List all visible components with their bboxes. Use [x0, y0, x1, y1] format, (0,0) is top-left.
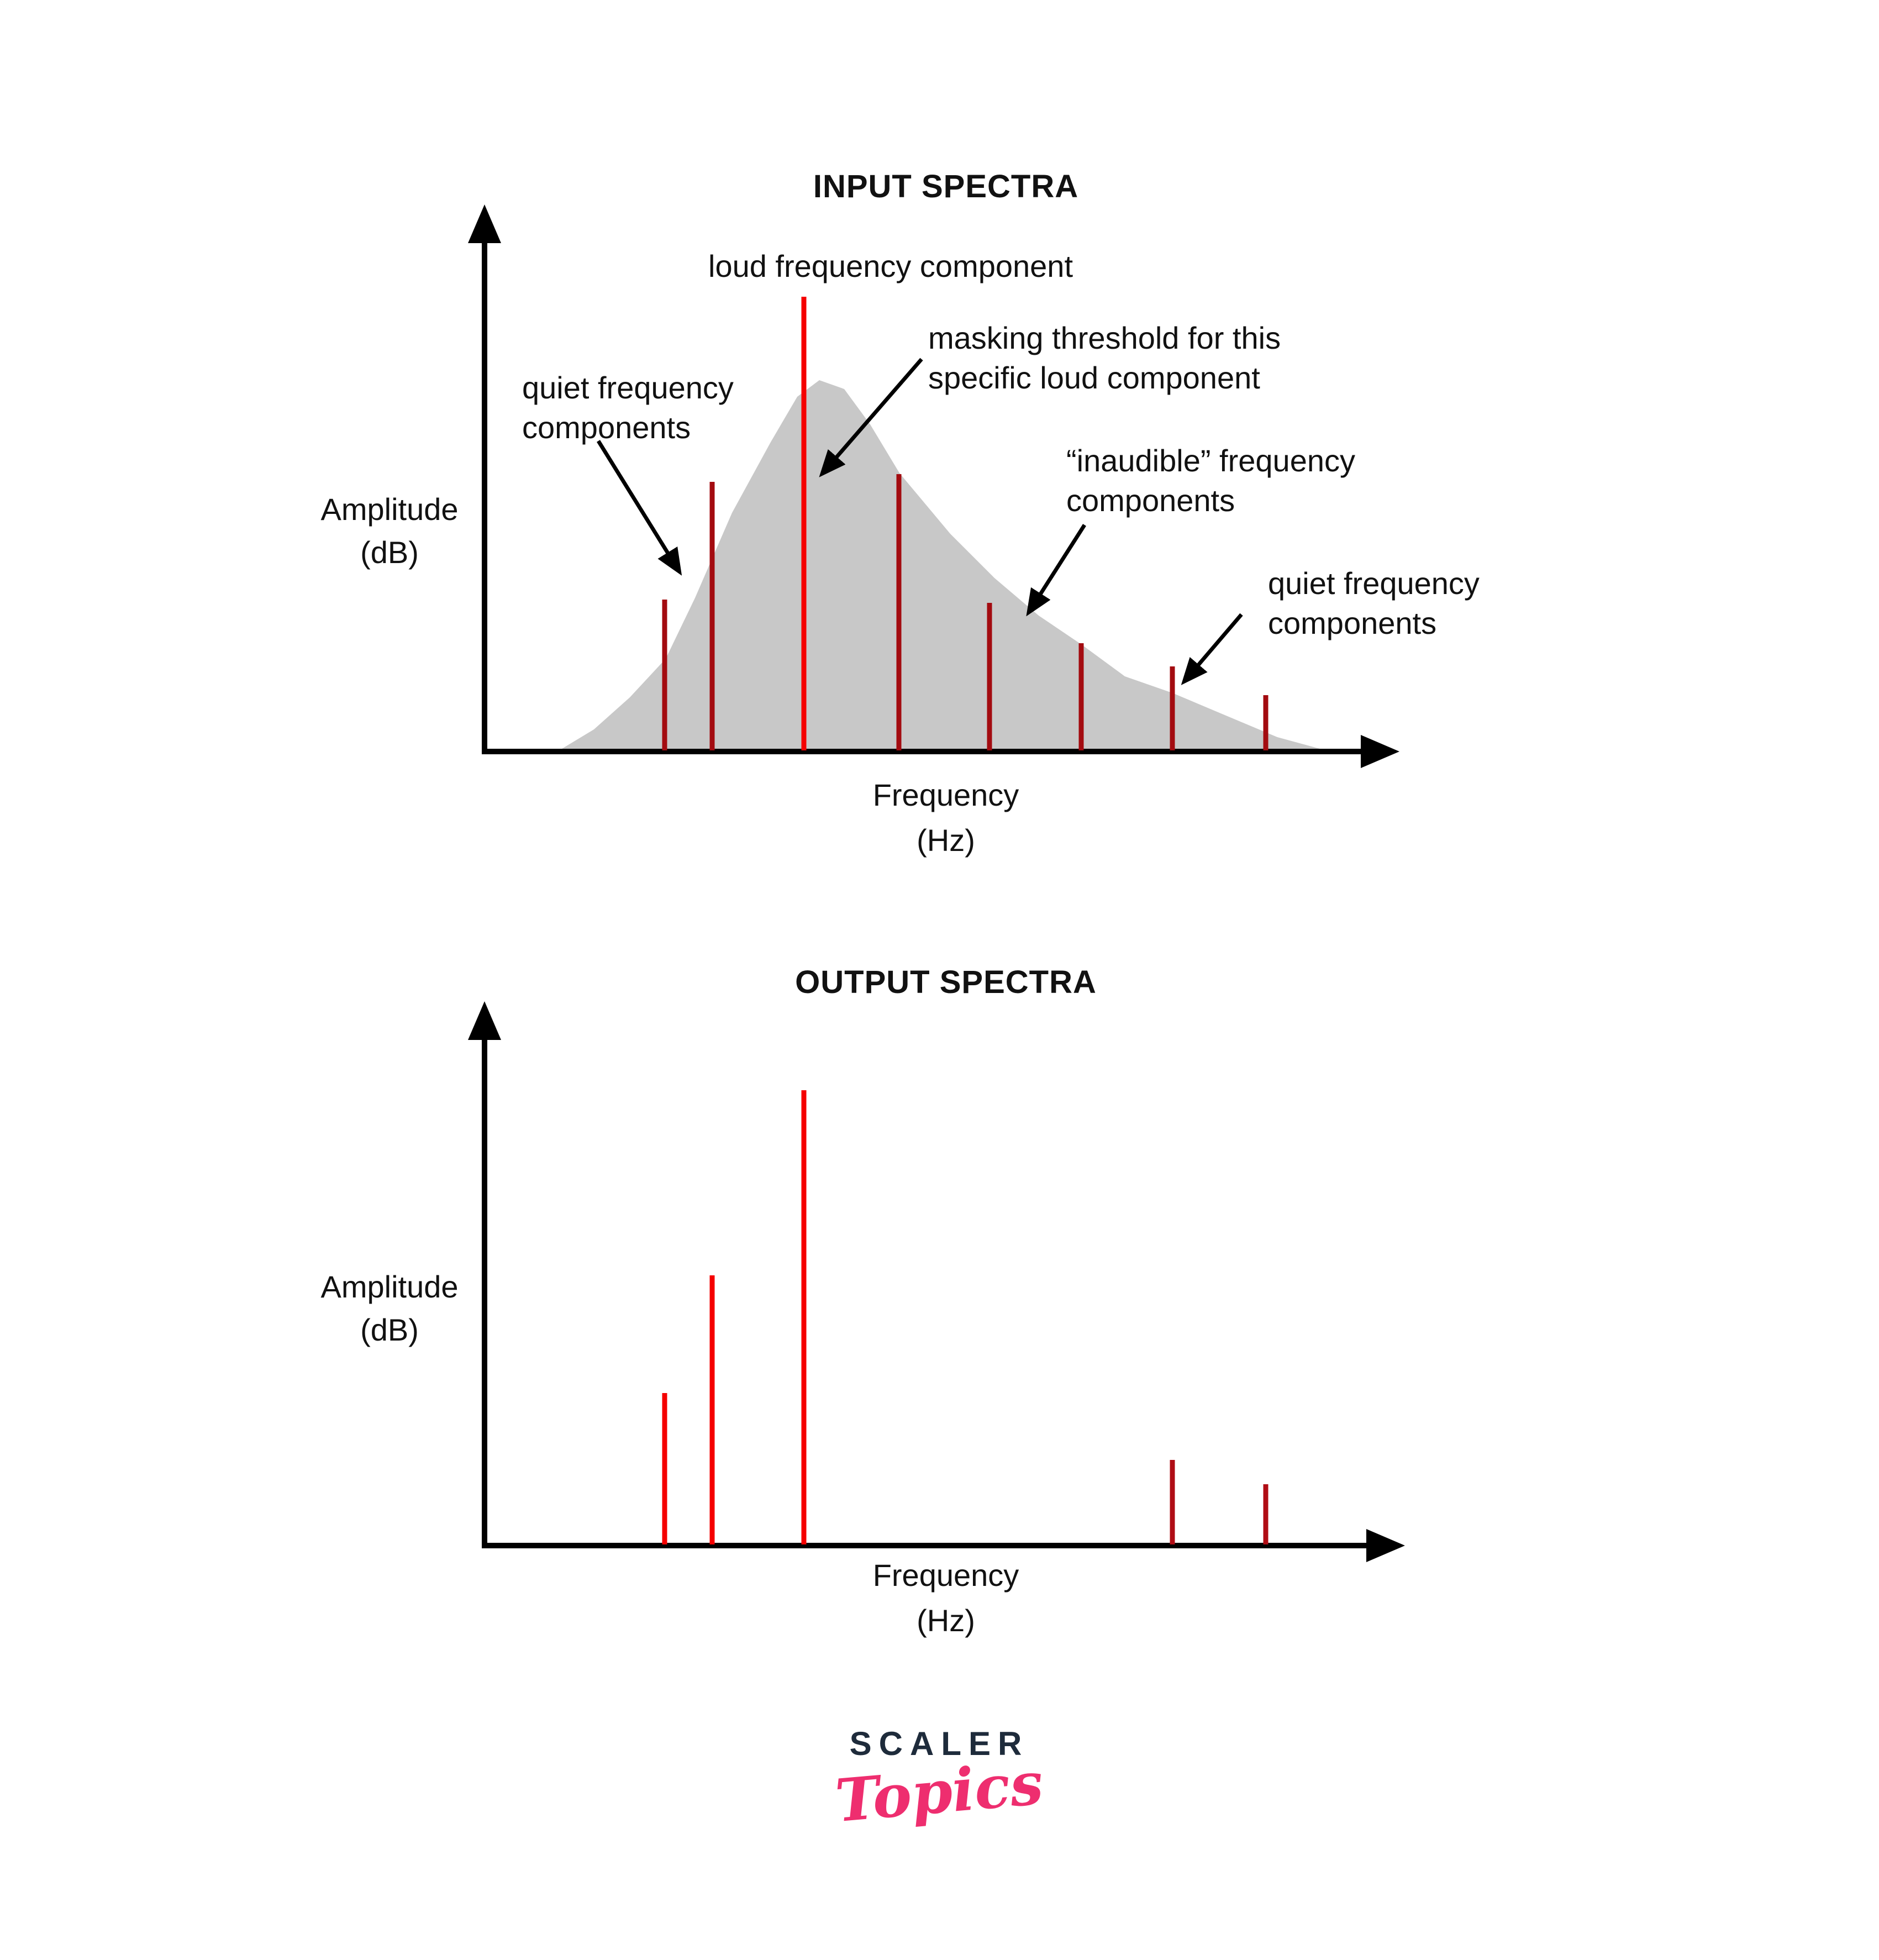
quiet-components-left-line1: quiet frequency — [522, 370, 734, 405]
input-chart-title: INPUT SPECTRA — [813, 169, 1079, 204]
quiet-right-arrow — [1181, 613, 1243, 685]
input-x-axis-label: Frequency (Hz) — [808, 773, 1084, 863]
quiet-components-right-line2: components — [1268, 606, 1437, 640]
input-y-axis-label: Amplitude (dB) — [251, 488, 528, 574]
output-y-axis-label: Amplitude (dB) — [251, 1265, 528, 1352]
scaler-logo-wordmark: SCALER — [849, 1725, 1029, 1762]
input-y-axis-label-line2: (dB) — [360, 535, 419, 570]
output-x-axis-label: Frequency (Hz) — [808, 1553, 1084, 1643]
input-x-axis-label-line1: Frequency — [872, 777, 1019, 812]
inaudible-components-annotation: “inaudible” frequency components — [1066, 441, 1355, 521]
input-x-axis-label-line2: (Hz) — [917, 823, 975, 858]
masking-threshold-annotation-line1: masking threshold for this — [928, 320, 1281, 355]
output-chart-title: OUTPUT SPECTRA — [795, 964, 1097, 1000]
masking-threshold-annotation: masking threshold for this specific loud… — [928, 318, 1281, 398]
quiet-components-left-annotation: quiet frequency components — [522, 368, 734, 448]
input-spectra-graphics — [468, 204, 1399, 768]
output-y-axis-label-line2: (dB) — [360, 1312, 419, 1347]
output-x-axis-label-line2: (Hz) — [917, 1603, 975, 1638]
loud-component-annotation: loud frequency component — [708, 249, 1073, 283]
quiet-components-right-line1: quiet frequency — [1268, 566, 1480, 601]
inaudible-components-line1: “inaudible” frequency — [1066, 443, 1355, 478]
output-spectra-graphics — [468, 1001, 1405, 1562]
output-y-axis-label-line1: Amplitude — [320, 1269, 459, 1304]
quiet-components-right-annotation: quiet frequency components — [1268, 564, 1480, 643]
input-y-axis-label-line1: Amplitude — [320, 492, 459, 527]
inaudible-arrow — [1026, 524, 1086, 617]
masking-threshold-region — [559, 380, 1326, 750]
masking-threshold-annotation-line2: specific loud component — [928, 360, 1260, 395]
quiet-components-left-line2: components — [522, 410, 691, 445]
masking-arrow — [819, 358, 923, 477]
quiet-left-arrow — [597, 440, 682, 576]
inaudible-components-line2: components — [1066, 483, 1235, 518]
output-x-axis-label-line1: Frequency — [872, 1558, 1019, 1593]
